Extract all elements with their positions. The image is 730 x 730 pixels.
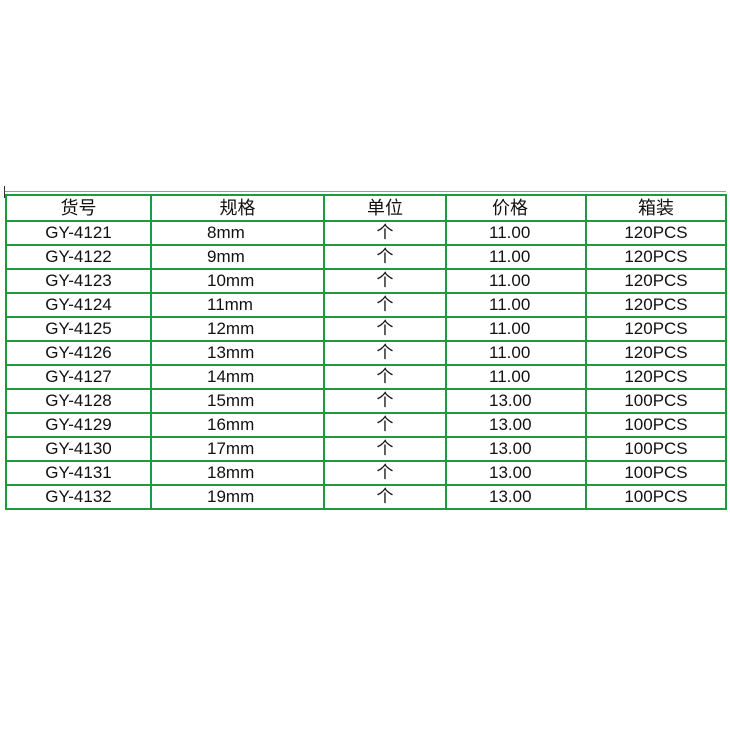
item-no-cell: GY-4132 <box>5 484 152 510</box>
table-row: GY-4126 13mm 个 11.00 120PCS <box>5 340 727 366</box>
table-row: GY-4125 12mm 个 11.00 120PCS <box>5 316 727 342</box>
table-row: GY-4132 19mm 个 13.00 100PCS <box>5 484 727 510</box>
spec-cell: 14mm <box>150 364 325 390</box>
unit-cell: 个 <box>323 244 447 270</box>
price-cell: 13.00 <box>445 412 587 438</box>
left-mark <box>4 186 5 198</box>
spec-cell: 19mm <box>150 484 325 510</box>
unit-cell: 个 <box>323 412 447 438</box>
price-cell: 13.00 <box>445 436 587 462</box>
unit-cell: 个 <box>323 340 447 366</box>
item-no-cell: GY-4129 <box>5 412 152 438</box>
spec-cell: 10mm <box>150 268 325 294</box>
item-no-cell: GY-4122 <box>5 244 152 270</box>
price-cell: 11.00 <box>445 220 587 246</box>
price-cell: 13.00 <box>445 484 587 510</box>
header-spec: 规格 <box>150 194 325 222</box>
table-row: GY-4121 8mm 个 11.00 120PCS <box>5 220 727 246</box>
spec-cell: 17mm <box>150 436 325 462</box>
carton-cell: 100PCS <box>585 436 727 462</box>
top-rule <box>4 191 726 192</box>
carton-cell: 120PCS <box>585 220 727 246</box>
table-row: GY-4122 9mm 个 11.00 120PCS <box>5 244 727 270</box>
price-cell: 11.00 <box>445 292 587 318</box>
spec-cell: 9mm <box>150 244 325 270</box>
header-row: 货号 规格 单位 价格 箱装 <box>5 194 727 222</box>
price-cell: 11.00 <box>445 268 587 294</box>
carton-cell: 100PCS <box>585 412 727 438</box>
carton-cell: 100PCS <box>585 484 727 510</box>
table-row: GY-4123 10mm 个 11.00 120PCS <box>5 268 727 294</box>
header-item-no: 货号 <box>5 194 152 222</box>
spec-cell: 8mm <box>150 220 325 246</box>
unit-cell: 个 <box>323 268 447 294</box>
price-cell: 13.00 <box>445 388 587 414</box>
unit-cell: 个 <box>323 484 447 510</box>
unit-cell: 个 <box>323 436 447 462</box>
unit-cell: 个 <box>323 364 447 390</box>
carton-cell: 120PCS <box>585 268 727 294</box>
unit-cell: 个 <box>323 316 447 342</box>
header-unit: 单位 <box>323 194 447 222</box>
item-no-cell: GY-4131 <box>5 460 152 486</box>
price-cell: 13.00 <box>445 460 587 486</box>
carton-cell: 100PCS <box>585 460 727 486</box>
carton-cell: 120PCS <box>585 316 727 342</box>
item-no-cell: GY-4121 <box>5 220 152 246</box>
header-price: 价格 <box>445 194 587 222</box>
spec-cell: 11mm <box>150 292 325 318</box>
spec-cell: 13mm <box>150 340 325 366</box>
carton-cell: 120PCS <box>585 340 727 366</box>
unit-cell: 个 <box>323 292 447 318</box>
spec-cell: 15mm <box>150 388 325 414</box>
table-row: GY-4128 15mm 个 13.00 100PCS <box>5 388 727 414</box>
item-no-cell: GY-4128 <box>5 388 152 414</box>
spec-cell: 12mm <box>150 316 325 342</box>
item-no-cell: GY-4127 <box>5 364 152 390</box>
table-row: GY-4130 17mm 个 13.00 100PCS <box>5 436 727 462</box>
header-carton: 箱装 <box>585 194 727 222</box>
price-cell: 11.00 <box>445 364 587 390</box>
carton-cell: 120PCS <box>585 244 727 270</box>
carton-cell: 120PCS <box>585 364 727 390</box>
carton-cell: 100PCS <box>585 388 727 414</box>
item-no-cell: GY-4124 <box>5 292 152 318</box>
spec-cell: 18mm <box>150 460 325 486</box>
item-no-cell: GY-4130 <box>5 436 152 462</box>
unit-cell: 个 <box>323 220 447 246</box>
table-row: GY-4127 14mm 个 11.00 120PCS <box>5 364 727 390</box>
spec-cell: 16mm <box>150 412 325 438</box>
item-no-cell: GY-4123 <box>5 268 152 294</box>
unit-cell: 个 <box>323 460 447 486</box>
price-cell: 11.00 <box>445 244 587 270</box>
carton-cell: 120PCS <box>585 292 727 318</box>
product-spec-table: 货号 规格 单位 价格 箱装 GY-4121 8mm 个 11.00 120PCS GY-… <box>5 194 727 510</box>
unit-cell: 个 <box>323 388 447 414</box>
item-no-cell: GY-4125 <box>5 316 152 342</box>
table-row: GY-4129 16mm 个 13.00 100PCS <box>5 412 727 438</box>
price-cell: 11.00 <box>445 316 587 342</box>
price-cell: 11.00 <box>445 340 587 366</box>
table-row: GY-4131 18mm 个 13.00 100PCS <box>5 460 727 486</box>
table-row: GY-4124 11mm 个 11.00 120PCS <box>5 292 727 318</box>
item-no-cell: GY-4126 <box>5 340 152 366</box>
